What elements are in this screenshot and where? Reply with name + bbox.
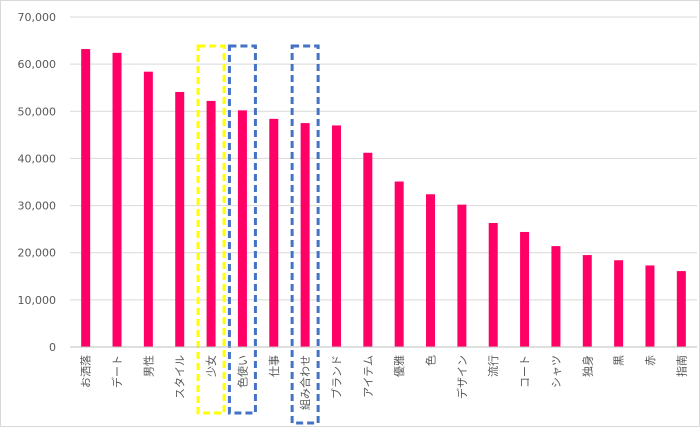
highlight-box	[196, 44, 226, 415]
x-tick-label: 組み合わせ	[298, 355, 312, 410]
bar	[488, 223, 498, 347]
gridlines	[70, 16, 697, 301]
x-tick-label: 独身	[580, 355, 594, 377]
bar	[614, 260, 624, 347]
y-tick-label: 70,000	[18, 11, 57, 24]
highlight-box	[227, 44, 257, 415]
x-tick-label: 指南	[674, 355, 688, 377]
x-tick-label: 色使い	[235, 355, 249, 388]
x-tick-label: 流行	[486, 355, 500, 377]
x-tick-label: 黒	[613, 355, 626, 366]
x-tick-label: 赤	[644, 355, 657, 366]
bars	[81, 49, 686, 348]
x-tick-label: デザイン	[455, 355, 469, 399]
x-tick-label: デート	[110, 355, 124, 388]
y-tick-label: 30,000	[18, 200, 57, 213]
bar	[551, 246, 561, 347]
y-tick-label: 20,000	[18, 247, 57, 260]
x-tick-label: アイテム	[362, 355, 375, 398]
bar	[426, 194, 436, 347]
x-tick-label: ブランド	[329, 355, 343, 399]
x-tick-label: 優雅	[392, 355, 406, 377]
highlight-boxes	[196, 44, 320, 425]
y-tick-label: 60,000	[18, 58, 57, 71]
x-tick-label: スタイル	[174, 355, 187, 399]
x-tick-label: 男性	[141, 355, 155, 377]
x-tick-label: コート	[519, 355, 532, 388]
bar	[394, 181, 404, 347]
bar	[175, 91, 185, 347]
bar	[520, 231, 530, 347]
x-tick-label: シャツ	[550, 355, 563, 388]
bar	[582, 255, 592, 347]
bar	[143, 71, 153, 347]
x-tick-label: 色	[424, 355, 438, 366]
bar	[112, 52, 122, 347]
bar	[676, 271, 686, 347]
y-tick-label: 40,000	[18, 152, 57, 165]
bar	[457, 204, 467, 347]
y-tick-label: 10,000	[18, 294, 57, 307]
bar	[206, 100, 216, 348]
bar	[331, 125, 341, 347]
bar	[269, 118, 279, 347]
y-axis-tick-labels: 0 10,000 20,000 30,000 40,000 50,000 60,000 70,…	[18, 11, 57, 354]
bar	[237, 110, 247, 347]
x-tick-label: お洒落	[80, 355, 93, 388]
y-tick-label: 50,000	[18, 105, 57, 118]
bar	[645, 265, 655, 347]
x-tick-label: 少女	[204, 355, 218, 377]
bar	[81, 49, 91, 348]
x-axis-tick-labels: お洒落 デート 男性 スタイル 少女 色使い 仕事 組み合わせ ブランド アイテム 優雅 色 デザイン 流…	[80, 355, 689, 410]
bar	[300, 123, 310, 347]
bar	[363, 152, 373, 347]
y-tick-label: 0	[49, 341, 56, 354]
highlight-box	[290, 44, 320, 425]
x-tick-label: 仕事	[268, 355, 281, 377]
